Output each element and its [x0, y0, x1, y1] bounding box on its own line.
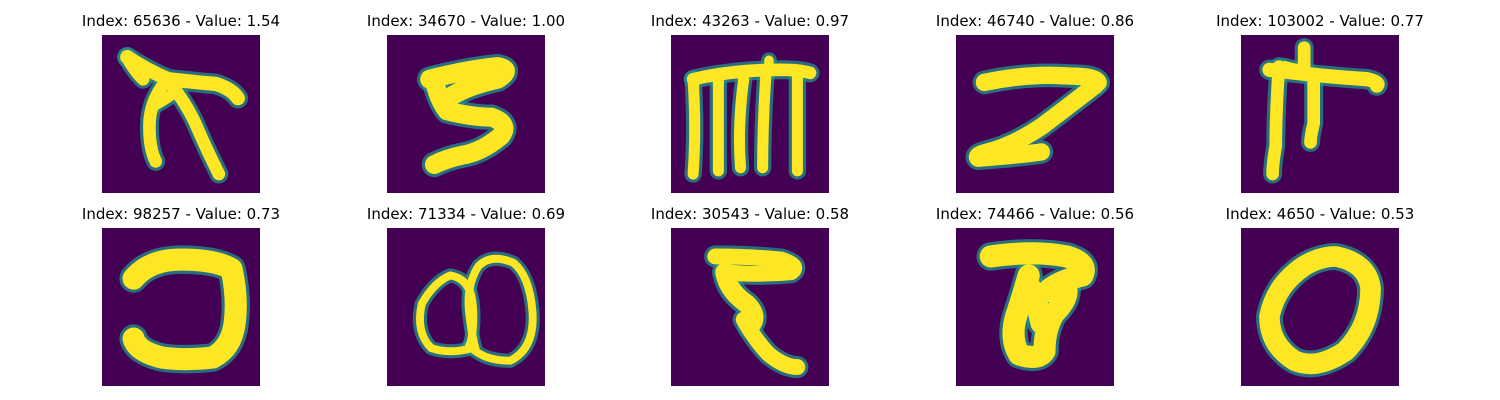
image-panel: Index: 4650 - Value: 0.53: [1220, 0, 1420, 400]
glyph-stroke: [757, 70, 772, 174]
handwritten-blob-t-svg: [956, 228, 1114, 386]
glyph-stroke: [420, 57, 515, 105]
image-panel: Index: 43263 - Value: 0.97: [650, 0, 850, 400]
image-panel: Index: 103002 - Value: 0.77: [1216, 0, 1424, 400]
handwritten-glyph-cross-svg: [1241, 35, 1399, 193]
panel-title: Index: 103002 - Value: 0.77: [1216, 12, 1424, 30]
image-panel: Index: 34670 - Value: 1.00: [366, 0, 566, 400]
handwritten-zigzag-svg: [671, 228, 829, 386]
handwritten-loops-svg: [387, 228, 545, 386]
handwritten-glyph-cross-image: [1241, 35, 1399, 193]
image-panel: Index: 98257 - Value: 0.73: [81, 0, 281, 400]
glyph-stroke: [424, 69, 514, 175]
handwritten-loops-image: [387, 228, 545, 386]
image-panel: Index: 65636 - Value: 1.54: [81, 0, 281, 400]
glyph-stroke: [143, 76, 172, 168]
glyph-stroke: [687, 73, 701, 180]
glyph-stroke: [1304, 69, 1320, 149]
handwritten-glyph-a-svg: [102, 35, 260, 193]
glyph-stroke: [416, 271, 478, 356]
glyph-stroke: [122, 248, 247, 371]
glyph-stroke: [120, 50, 150, 86]
handwritten-5-image: [387, 35, 545, 193]
handwritten-zigzag-image: [671, 228, 829, 386]
handwritten-0-image: [1241, 228, 1399, 386]
glyph-stroke: [1017, 273, 1053, 334]
handwritten-hook-svg: [102, 228, 260, 386]
handwritten-glyph-m-svg: [671, 35, 829, 193]
handwritten-7-svg: [956, 35, 1114, 193]
panel-title: Index: 43263 - Value: 0.97: [650, 12, 850, 30]
panel-title: Index: 4650 - Value: 0.53: [1225, 205, 1415, 223]
handwritten-glyph-m-image: [671, 35, 829, 193]
glyph-stroke: [464, 254, 537, 365]
glyph-stroke: [1259, 246, 1381, 375]
glyph-stroke: [707, 248, 803, 282]
image-panel: Index: 30543 - Value: 0.58: [650, 0, 850, 400]
glyph-stroke: [735, 311, 806, 375]
image-panel: Index: 71334 - Value: 0.69: [366, 0, 566, 400]
glyph-stroke: [1279, 61, 1310, 76]
handwritten-blob-t-image: [956, 228, 1114, 386]
panel-title: Index: 30543 - Value: 0.58: [650, 205, 850, 223]
handwritten-glyph-a-image: [102, 35, 260, 193]
handwritten-7-image: [956, 35, 1114, 193]
image-panel: Index: 46740 - Value: 0.86: [935, 0, 1135, 400]
handwritten-0-svg: [1241, 228, 1399, 386]
glyph-stroke: [150, 86, 181, 111]
panel-title: Index: 74466 - Value: 0.56: [935, 205, 1135, 223]
handwritten-hook-image: [102, 228, 260, 386]
glyph-stroke: [1266, 60, 1286, 181]
glyph-stroke: [715, 262, 764, 336]
glyph-stroke: [968, 76, 1104, 167]
image-panel: Index: 74466 - Value: 0.56: [935, 0, 1135, 400]
glyph-stroke: [733, 73, 750, 174]
glyph-stroke: [1002, 264, 1078, 368]
panel-title: Index: 98257 - Value: 0.73: [81, 205, 281, 223]
panel-title: Index: 65636 - Value: 1.54: [81, 12, 281, 30]
panel-title: Index: 34670 - Value: 1.00: [366, 12, 566, 30]
glyph-stroke: [120, 50, 245, 106]
handwritten-5-svg: [387, 35, 545, 193]
panel-title: Index: 46740 - Value: 0.86: [935, 12, 1135, 30]
panel-title: Index: 71334 - Value: 0.69: [366, 205, 566, 223]
